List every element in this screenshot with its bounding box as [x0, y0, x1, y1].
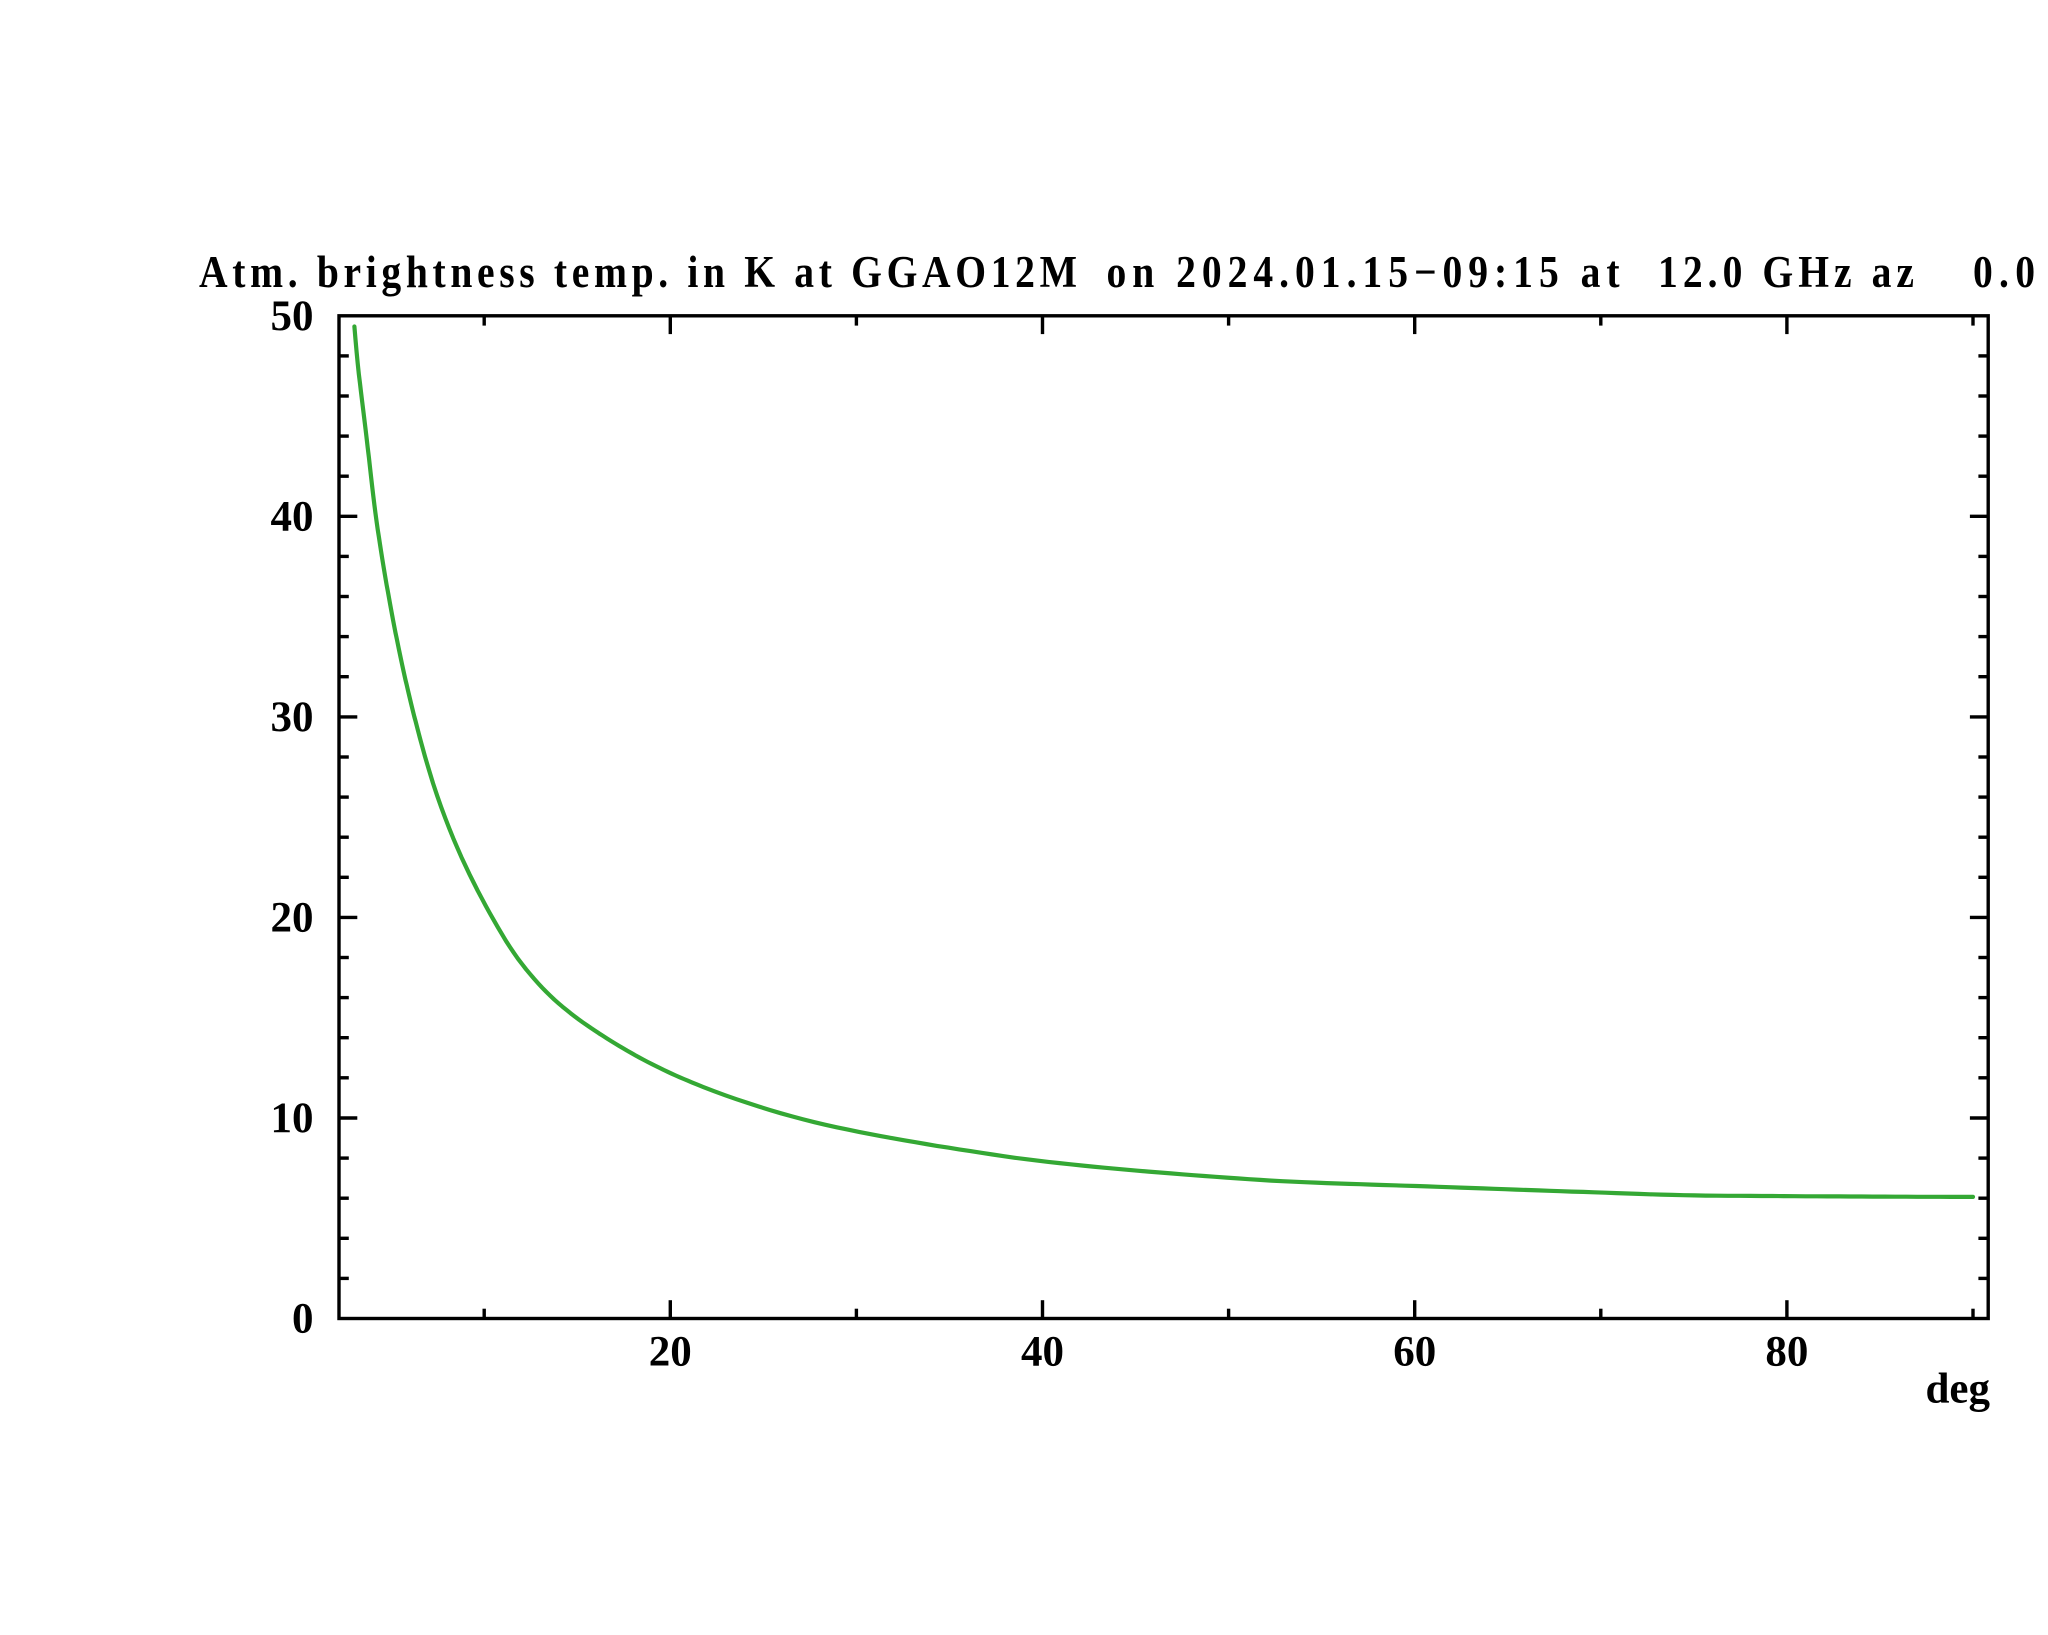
svg-text:50: 50: [271, 293, 314, 340]
svg-text:deg: deg: [1926, 1366, 1991, 1413]
svg-text:40: 40: [1021, 1329, 1064, 1376]
svg-text:60: 60: [1393, 1329, 1436, 1376]
svg-text:80: 80: [1765, 1329, 1808, 1376]
svg-text:30: 30: [271, 694, 314, 741]
svg-text:20: 20: [649, 1329, 692, 1376]
svg-text:12.0 GHz az: 12.0 GHz az: [1658, 248, 1914, 298]
svg-text:0: 0: [292, 1296, 314, 1343]
svg-text:0.0: 0.0: [1973, 248, 2035, 298]
svg-text:on 2024.01.15−09:15 at: on 2024.01.15−09:15 at: [1107, 248, 1620, 298]
svg-text:Atm. brightness temp. in K at: Atm. brightness temp. in K at GGAO12M: [199, 248, 1077, 298]
svg-text:40: 40: [271, 493, 314, 540]
svg-text:20: 20: [271, 895, 314, 942]
svg-text:10: 10: [271, 1095, 314, 1142]
